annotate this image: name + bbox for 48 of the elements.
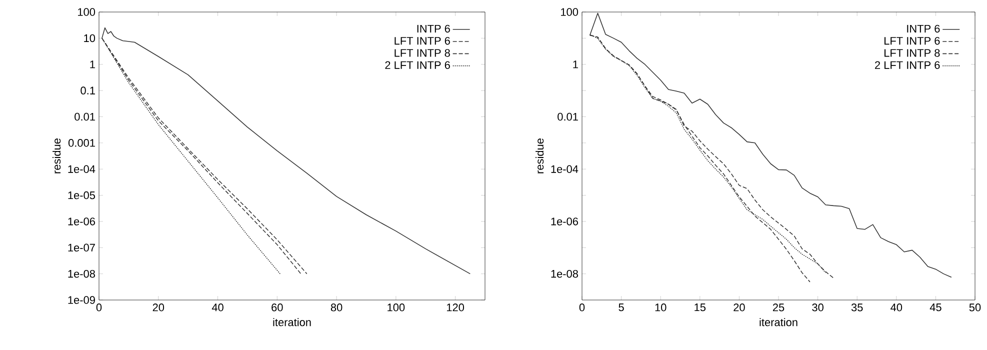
legend-label: 2 LFT INTP 6 <box>385 61 450 69</box>
y-tick-label: 1e-04 <box>68 165 96 173</box>
legend-label: LFT INTP 8 <box>394 49 450 57</box>
x-tick-label: 10 <box>655 304 666 312</box>
x-tick-label: 5 <box>618 304 624 312</box>
y-tick-label: 10 <box>84 34 96 42</box>
x-tick-label: 30 <box>812 304 824 312</box>
y-tick-label: 0.001 <box>68 139 95 147</box>
x-tick-label: 0 <box>579 304 585 312</box>
y-tick-label: 100 <box>78 8 96 16</box>
y-tick-label: 0.01 <box>74 112 95 121</box>
legend-label: LFT INTP 6 <box>394 36 450 45</box>
x-tick-label: 35 <box>851 304 863 312</box>
legend-label: INTP 6 <box>417 24 450 33</box>
x-tick-label: 25 <box>772 304 784 312</box>
x-tick-label: 60 <box>272 304 283 312</box>
y-tick-label: 0.01 <box>558 112 578 121</box>
x-tick-label: 120 <box>447 304 464 312</box>
x-axis-title: iteration <box>273 318 311 326</box>
y-tick-label: 1 <box>573 60 578 68</box>
y-tick-label: 1e-06 <box>551 218 578 226</box>
x-tick-label: 20 <box>152 304 164 312</box>
x-axis-title: iteration <box>760 318 798 326</box>
legend-label: INTP 6 <box>907 24 940 33</box>
x-tick-label: 20 <box>734 304 745 312</box>
x-tick-label: 0 <box>96 304 102 312</box>
y-tick-label: 1e-09 <box>68 296 95 304</box>
y-tick-label: 1e-06 <box>68 218 95 226</box>
y-axis-title: residue <box>52 138 61 174</box>
legend-label: LFT INTP 6 <box>884 36 940 45</box>
x-tick-label: 45 <box>930 304 942 312</box>
y-tick-label: 100 <box>561 8 578 16</box>
y-tick-label: 1e-05 <box>68 191 96 200</box>
y-tick-label: 1e-07 <box>68 244 95 252</box>
x-tick-label: 50 <box>969 304 981 312</box>
x-tick-label: 40 <box>890 304 902 312</box>
y-tick-label: 1e-08 <box>68 270 95 278</box>
y-tick-label: 0.1 <box>80 86 95 94</box>
y-tick-label: 1e-04 <box>551 165 578 173</box>
x-tick-label: 15 <box>694 304 706 312</box>
y-tick-label: 1 <box>90 60 95 68</box>
legend-label: 2 LFT INTP 6 <box>875 61 940 69</box>
y-tick-label: 1e-08 <box>551 270 578 278</box>
legend-label: LFT INTP 8 <box>884 49 940 57</box>
y-axis-title: residue <box>536 138 544 174</box>
x-tick-label: 100 <box>388 304 405 312</box>
x-tick-label: 40 <box>212 304 224 312</box>
x-tick-label: 80 <box>330 304 342 312</box>
